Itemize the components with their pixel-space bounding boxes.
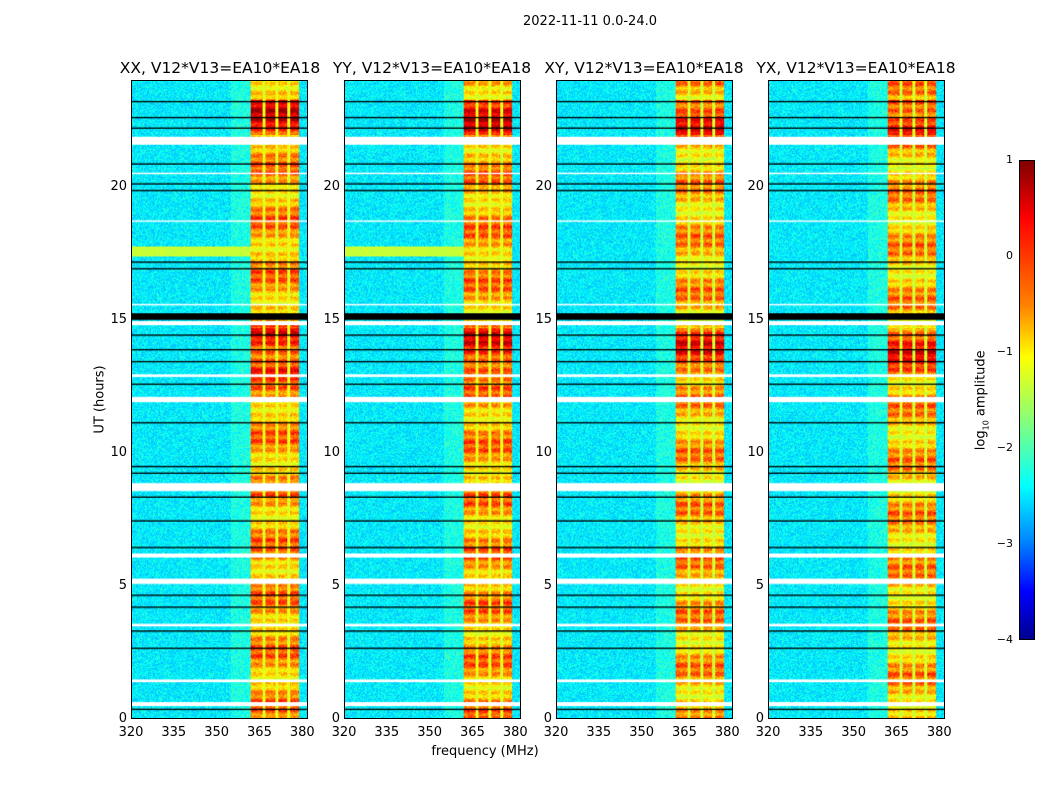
x-tick-label: 380 (289, 725, 315, 740)
x-tick-label: 320 (543, 725, 569, 740)
y-tick-label: 0 (543, 711, 552, 726)
x-tick-label: 320 (755, 725, 781, 740)
x-tick-label: 320 (118, 725, 144, 740)
spectrogram-xx (132, 81, 307, 718)
y-tick-label: 5 (543, 577, 552, 593)
y-tick-label: 20 (535, 178, 552, 194)
colorbar-label-sub: 10 (981, 420, 991, 431)
y-tick-label: 20 (110, 178, 127, 194)
colorbar-tick-label: 1 (1006, 153, 1013, 166)
colorbar (1019, 160, 1035, 640)
colorbar-tick-label: −3 (996, 537, 1013, 550)
y-tick-label: 5 (331, 577, 340, 593)
x-tick-label: 350 (841, 725, 867, 740)
spectrogram-panel-xx (131, 80, 308, 719)
x-tick-label: 335 (798, 725, 824, 740)
spectrogram-panel-yx (768, 80, 945, 719)
colorbar-tick-label: −1 (996, 345, 1013, 358)
x-tick-label: 335 (374, 725, 400, 740)
y-tick-label: 20 (747, 178, 764, 194)
x-tick-label: 365 (884, 725, 909, 740)
y-tick-label: 0 (755, 711, 764, 726)
panel-title-xy: XY, V12*V13=EA10*EA18 (544, 59, 744, 77)
colorbar-label-prefix: log (973, 430, 989, 451)
colorbar-label: log10 amplitude (974, 335, 991, 465)
x-tick-label: 365 (460, 725, 485, 740)
x-tick-label: 335 (586, 725, 612, 740)
x-tick-label: 380 (714, 725, 740, 740)
x-tick-label: 380 (926, 725, 952, 740)
y-tick-label: 0 (331, 711, 340, 726)
x-tick-label: 350 (204, 725, 230, 740)
y-tick-label: 10 (535, 444, 552, 460)
colorbar-tick-label: −4 (996, 633, 1013, 646)
x-tick-label: 335 (161, 725, 187, 740)
colorbar-tick-label: −2 (996, 441, 1013, 454)
spectrogram-yy (345, 81, 520, 718)
colorbar-tick-label: 0 (1006, 249, 1013, 262)
y-tick-label: 15 (535, 311, 552, 327)
colorbar-label-suffix: amplitude (973, 350, 989, 421)
y-tick-label: 0 (118, 711, 127, 726)
y-tick-label: 5 (755, 577, 764, 593)
y-tick-label: 5 (118, 577, 127, 593)
y-tick-label: 15 (323, 311, 340, 327)
y-tick-label: 15 (110, 311, 127, 327)
x-tick-label: 380 (502, 725, 528, 740)
spectrogram-panel-yy (344, 80, 521, 719)
x-tick-label: 350 (417, 725, 443, 740)
x-tick-label: 365 (672, 725, 697, 740)
y-tick-label: 10 (323, 444, 340, 460)
spectrogram-yx (769, 81, 944, 718)
y-tick-label: 10 (110, 444, 127, 460)
x-axis-label: frequency (MHz) (431, 744, 539, 759)
y-tick-label: 15 (747, 311, 764, 327)
y-tick-label: 10 (747, 444, 764, 460)
panel-title-xx: XX, V12*V13=EA10*EA18 (119, 59, 321, 77)
figure-title: 2022-11-11 0.0-24.0 (523, 14, 657, 29)
y-tick-label: 20 (323, 178, 340, 194)
panel-title-yx: YX, V12*V13=EA10*EA18 (756, 59, 956, 77)
spectrogram-panel-xy (556, 80, 733, 719)
x-tick-label: 350 (629, 725, 655, 740)
y-axis-label: UT (hours) (92, 365, 108, 434)
spectrogram-xy (557, 81, 732, 718)
x-tick-label: 365 (247, 725, 272, 740)
panel-title-yy: YY, V12*V13=EA10*EA18 (332, 59, 532, 77)
x-tick-label: 320 (331, 725, 357, 740)
